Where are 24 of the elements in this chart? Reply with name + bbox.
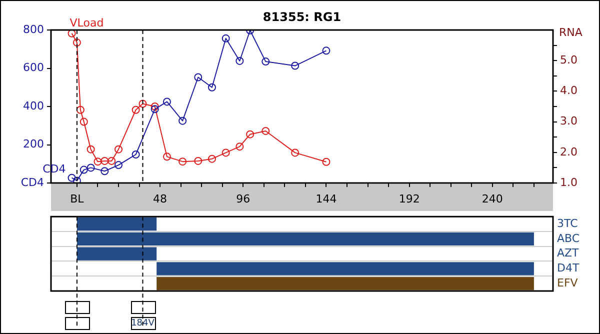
y2-tick-label: 4.0 bbox=[560, 84, 578, 98]
y-tick-label: CD4 bbox=[20, 176, 44, 189]
x-tick-label: 48 bbox=[153, 192, 168, 206]
x-tick-label: 144 bbox=[316, 192, 337, 206]
series-label: VLoad bbox=[70, 16, 104, 30]
y-tick-label: D4T bbox=[557, 262, 580, 275]
y-tick-label: 800 bbox=[23, 22, 44, 36]
y-tick-label: ABC bbox=[557, 232, 580, 245]
y2-axis-title: RNA bbox=[559, 26, 583, 39]
y2-tick-label: 1.0 bbox=[560, 176, 578, 189]
x-tick-label: 192 bbox=[398, 192, 420, 206]
y2-tick-label: 5.0 bbox=[560, 53, 578, 66]
x-tick-label: BL bbox=[70, 192, 85, 206]
y-tick-label: EFV bbox=[557, 276, 578, 290]
y2-tick-label: 2.0 bbox=[560, 145, 578, 158]
y-tick-label: AZT bbox=[557, 246, 580, 260]
y2-tick-label: 3.0 bbox=[560, 114, 578, 128]
y-tick-label: 600 bbox=[23, 61, 44, 74]
y-tick-label: 400 bbox=[23, 99, 44, 112]
x-tick-label: 96 bbox=[236, 192, 250, 206]
chart-title: 81355: RG1 bbox=[262, 10, 342, 24]
y-tick-label: 3TC bbox=[557, 216, 578, 230]
x-tick-label: 240 bbox=[482, 192, 503, 206]
y-tick-label: 200 bbox=[23, 138, 44, 151]
